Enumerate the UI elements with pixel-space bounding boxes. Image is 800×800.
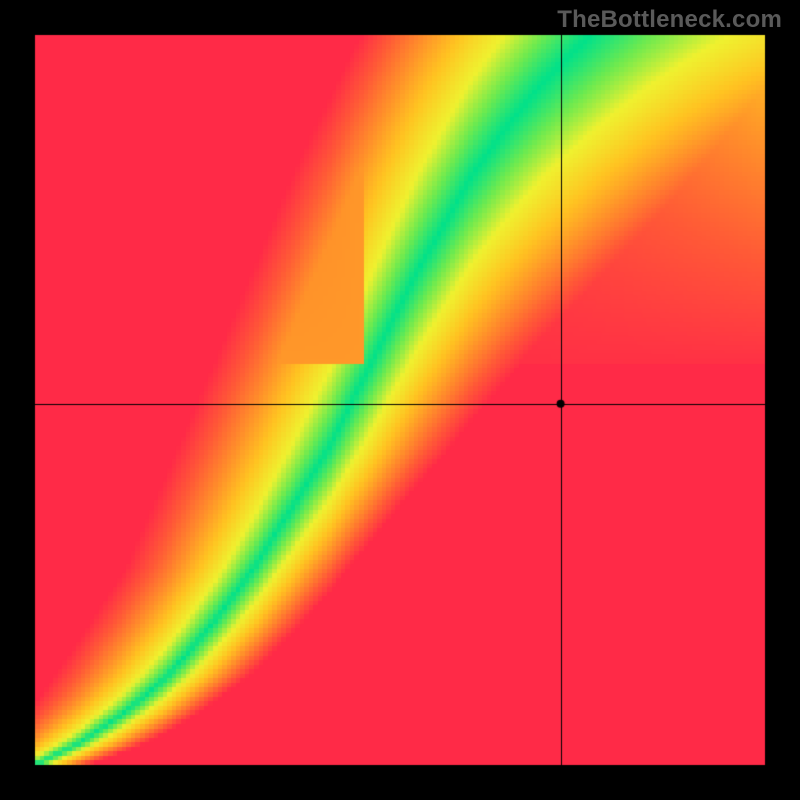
bottleneck-gradient-chart: TheBottleneck.com	[0, 0, 800, 800]
gradient-canvas	[0, 0, 800, 800]
watermark-text: TheBottleneck.com	[557, 6, 782, 34]
